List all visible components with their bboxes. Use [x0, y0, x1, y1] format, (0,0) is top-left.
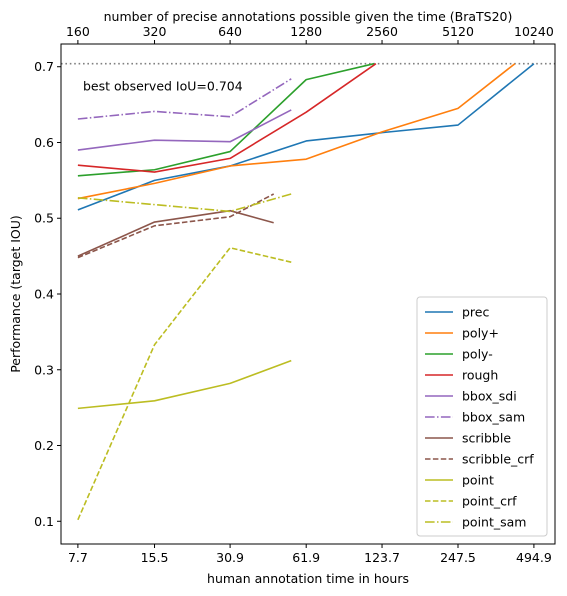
series-line-point-sam — [77, 193, 292, 213]
y-tick-label: 0.5 — [34, 211, 54, 226]
ref-line-label: best observed IoU=0.704 — [83, 79, 243, 94]
y-tick-label: 0.1 — [34, 514, 54, 529]
x-axis-title: human annotation time in hours — [207, 571, 409, 586]
legend-label: point_crf — [462, 494, 517, 509]
y-axis: 0.1 0.2 0.3 0.4 0.5 0.6 0.7 — [34, 59, 61, 529]
legend-label: point — [462, 473, 494, 488]
series-line-poly- — [77, 62, 375, 177]
series-line-rough — [77, 63, 377, 173]
top-tick-label: 5120 — [442, 24, 474, 39]
legend-label: bbox_sdi — [462, 389, 517, 404]
legend-box — [416, 296, 548, 537]
y-tick-label: 0.4 — [34, 287, 54, 302]
top-axis-title: number of precise annotations possible g… — [104, 9, 513, 24]
series-line-bbox-sdi — [77, 109, 292, 151]
x-tick-label: 15.5 — [141, 550, 169, 565]
y-tick-label: 0.2 — [34, 438, 54, 453]
x-tick-label: 247.5 — [440, 550, 476, 565]
x-tick-label: 123.7 — [364, 550, 400, 565]
top-tick-label: 2560 — [366, 24, 398, 39]
x-tick-label: 61.9 — [292, 550, 320, 565]
top-tick-label: 1280 — [290, 24, 322, 39]
legend: prec poly+ poly-rough bbox_sdi bbox_samscrib… — [416, 296, 548, 537]
x-axis-bottom: 7.7 15.5 30.9 61.9 123.7 247.5 494.9 — [68, 544, 552, 565]
series-group — [77, 62, 535, 521]
y-axis-title: Performance (target IOU) — [8, 215, 23, 373]
legend-label: bbox_sam — [462, 410, 525, 425]
y-tick-label: 0.6 — [34, 135, 54, 150]
top-tick-label: 640 — [218, 24, 242, 39]
series-line-point-crf — [77, 246, 292, 521]
legend-label: poly- — [462, 347, 493, 362]
legend-label: point_sam — [462, 515, 526, 530]
series-line-prec — [77, 63, 535, 211]
x-tick-label: 7.7 — [68, 550, 88, 565]
series-line-scribble — [77, 209, 274, 257]
series-line-bbox-sam — [77, 78, 292, 120]
top-tick-label: 160 — [66, 24, 90, 39]
legend-label: prec — [462, 305, 489, 320]
series-line-poly- — [77, 63, 516, 200]
y-tick-label: 0.3 — [34, 362, 54, 377]
top-tick-label: 320 — [143, 24, 167, 39]
x-tick-label: 494.9 — [516, 550, 552, 565]
series-line-point — [77, 359, 292, 410]
x-axis-top: 160 320 640 1280 2560 5120 10240 — [66, 24, 554, 44]
legend-label: rough — [462, 368, 498, 383]
top-tick-label: 10240 — [514, 24, 554, 39]
y-tick-label: 0.7 — [34, 59, 54, 74]
legend-label: poly+ — [462, 326, 499, 341]
legend-label: scribble — [462, 431, 511, 446]
legend-label: scribble_crf — [462, 452, 534, 467]
x-tick-label: 30.9 — [216, 550, 244, 565]
